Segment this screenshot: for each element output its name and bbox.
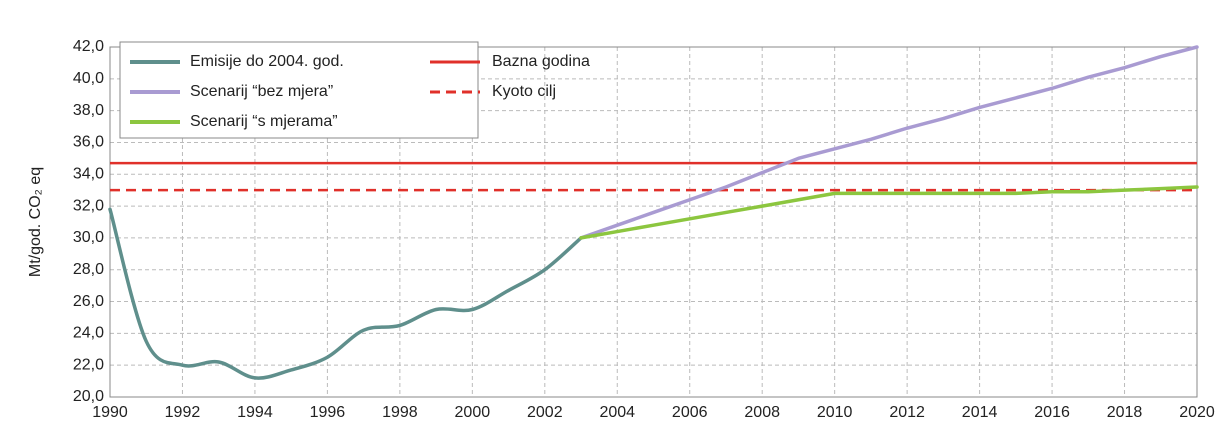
x-tick-label: 1992 (165, 404, 201, 421)
y-tick-label: 36,0 (73, 134, 104, 151)
y-tick-label: 20,0 (73, 388, 104, 405)
x-tick-label: 2000 (455, 404, 491, 421)
x-tick-label: 2006 (672, 404, 708, 421)
x-tick-label: 1998 (382, 404, 418, 421)
x-tick-label: 2010 (817, 404, 853, 421)
plot-frame (109, 46, 1198, 398)
x-tick-label: 1994 (237, 404, 273, 421)
x-tick-label: 1990 (92, 404, 128, 421)
x-tick-label: 2018 (1107, 404, 1143, 421)
x-tick-label: 2014 (962, 404, 998, 421)
x-tick-label: 2016 (1034, 404, 1070, 421)
x-tick-label: 1996 (310, 404, 346, 421)
y-tick-label: 24,0 (73, 325, 104, 342)
legend-label: Scenarij “s mjerama” (190, 113, 338, 130)
y-tick-label: 30,0 (73, 229, 104, 246)
x-tick-label: 2012 (889, 404, 925, 421)
y-tick-label: 34,0 (73, 165, 104, 182)
series-line (579, 45, 1199, 240)
legend-label: Bazna godina (492, 53, 590, 70)
x-tick-label: 2008 (744, 404, 780, 421)
legend-label: Emisije do 2004. god. (190, 53, 344, 70)
y-tick-label: 40,0 (73, 70, 104, 87)
series-line (579, 185, 1199, 240)
y-tick-label: 28,0 (73, 261, 104, 278)
y-tick-label: 38,0 (73, 102, 104, 119)
y-tick-label: 42,0 (73, 38, 104, 55)
y-tick-label: 32,0 (73, 197, 104, 214)
y-axis-label: Mt/god. CO₂ eq (27, 167, 44, 277)
series-line (108, 207, 583, 380)
legend-label: Scenarij “bez mjera” (190, 83, 333, 100)
y-tick-label: 26,0 (73, 293, 104, 310)
y-tick-label: 22,0 (73, 356, 104, 373)
x-tick-label: 2004 (599, 404, 635, 421)
legend-label: Kyoto cilj (492, 83, 556, 100)
x-tick-label: 2020 (1179, 404, 1215, 421)
x-tick-label: 2002 (527, 404, 563, 421)
